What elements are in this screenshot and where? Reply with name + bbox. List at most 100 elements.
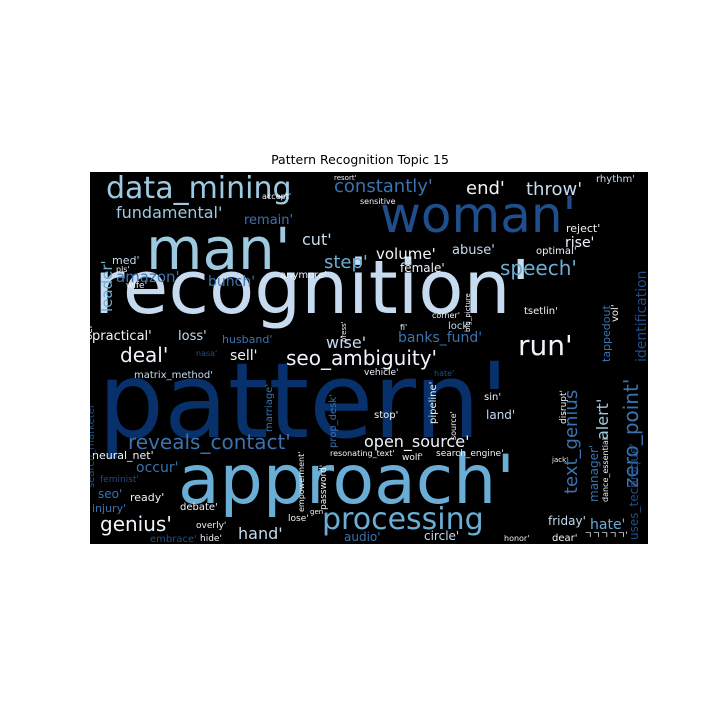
word-cloud-word: text_genius bbox=[561, 390, 582, 494]
word-cloud-word: search_marketer bbox=[90, 403, 97, 488]
word-cloud-word: man' bbox=[146, 215, 291, 283]
word-cloud-word: sin' bbox=[484, 392, 501, 403]
word-cloud-word: hand' bbox=[238, 524, 283, 543]
word-cloud-word: source' bbox=[449, 411, 458, 440]
word-cloud-word: loss' bbox=[178, 329, 207, 344]
word-cloud-word: disrupt' bbox=[559, 390, 569, 424]
word-cloud-canvas: pattern' recognition' approach' man' woman' d… bbox=[90, 172, 648, 544]
word-cloud-word: tappedout bbox=[600, 305, 613, 362]
word-cloud-word: reject' bbox=[566, 222, 600, 235]
word-cloud: pattern' recognition' approach' man' woman' d… bbox=[90, 172, 648, 544]
word-cloud-word: deal' bbox=[120, 343, 168, 367]
word-cloud-word: hate' bbox=[434, 369, 454, 378]
word-cloud-word: resonating_text' bbox=[330, 449, 395, 458]
word-cloud-word: big_picture bbox=[464, 293, 472, 332]
word-cloud-word: rhythm' bbox=[596, 174, 635, 185]
word-cloud-word: fi' bbox=[400, 323, 407, 332]
word-cloud-word: overly' bbox=[196, 521, 226, 531]
word-cloud-word: rise' bbox=[565, 235, 594, 251]
word-cloud-word: accept' bbox=[262, 192, 291, 201]
word-cloud-word: woman' bbox=[380, 186, 576, 244]
word-cloud-word: wise' bbox=[326, 333, 366, 352]
word-cloud-word: dance_essential bbox=[601, 438, 610, 502]
word-cloud-word: corner' bbox=[432, 311, 460, 320]
word-cloud-word: search_engine' bbox=[436, 449, 504, 459]
word-cloud-word: genius' bbox=[100, 512, 172, 536]
word-cloud-word: abuse' bbox=[452, 243, 495, 258]
word-cloud-word: end' bbox=[466, 178, 505, 199]
word-cloud-word: ready' bbox=[130, 491, 164, 504]
word-cloud-word: approach' bbox=[178, 441, 515, 520]
word-cloud-word: reveals_contact' bbox=[128, 430, 291, 454]
word-cloud-word: banks_fund' bbox=[398, 330, 482, 346]
word-cloud-word: embrace' bbox=[150, 534, 197, 544]
word-cloud-word: occur' bbox=[136, 460, 178, 476]
word-cloud-word: marriage' bbox=[264, 384, 275, 432]
word-cloud-word: female' bbox=[400, 261, 445, 275]
word-cloud-word: stop' bbox=[374, 410, 398, 421]
word-cloud-word: resort' bbox=[334, 174, 357, 182]
word-cloud-word: prop_desk' bbox=[328, 394, 339, 448]
word-cloud-word: vol' bbox=[610, 304, 621, 322]
word-cloud-word: ocr' bbox=[90, 322, 95, 340]
word-cloud-word: seo_ambiguity' bbox=[286, 346, 437, 370]
word-cloud-word: zero_point' bbox=[619, 379, 643, 488]
word-cloud-word: hate' bbox=[590, 517, 625, 533]
word-cloud-word: debate' bbox=[180, 502, 218, 513]
word-cloud-word: seo' bbox=[98, 487, 122, 501]
word-cloud-word: lose' bbox=[288, 514, 309, 524]
word-cloud-word: run' bbox=[518, 329, 573, 362]
word-cloud-word: matrix_method' bbox=[134, 370, 213, 381]
word-cloud-word: honor' bbox=[504, 534, 529, 543]
word-cloud-word: data_mining bbox=[106, 172, 292, 206]
word-cloud-word: practical' bbox=[92, 329, 152, 344]
word-cloud-word: cut' bbox=[302, 230, 332, 249]
word-cloud-word: lock' bbox=[448, 321, 471, 332]
word-cloud-word: anymore' bbox=[280, 270, 327, 281]
word-cloud-word: leader' bbox=[98, 260, 116, 312]
word-cloud-word: med' bbox=[112, 254, 140, 267]
word-cloud-word: circle' bbox=[424, 529, 459, 543]
word-cloud-word: uses_technique' bbox=[627, 443, 641, 540]
word-cloud-word: sensitive bbox=[360, 197, 396, 206]
word-cloud-word: ㄱㄱㄱㄱㄱ' bbox=[584, 531, 628, 541]
word-cloud-word: nasa' bbox=[196, 349, 217, 358]
figure-title: Pattern Recognition Topic 15 bbox=[271, 152, 449, 167]
word-cloud-word: pls' bbox=[116, 265, 130, 274]
word-cloud-word: feminist' bbox=[100, 475, 139, 485]
word-cloud-word: husband' bbox=[222, 333, 272, 346]
word-cloud-word: processing bbox=[322, 502, 484, 537]
word-cloud-word: tsetlin' bbox=[524, 306, 558, 317]
word-cloud-word: password' bbox=[319, 465, 329, 510]
word-cloud-word: press' bbox=[340, 321, 348, 342]
word-cloud-word: throw' bbox=[526, 179, 582, 200]
word-cloud-word: land' bbox=[486, 408, 515, 422]
word-cloud-word: open_source' bbox=[364, 432, 469, 452]
word-cloud-word: wolf' bbox=[402, 453, 423, 463]
word-cloud-word: injury' bbox=[92, 502, 126, 515]
word-cloud-word: pattern' bbox=[98, 340, 509, 462]
word-cloud-word: friday' bbox=[548, 514, 586, 528]
word-cloud-word: jack' bbox=[551, 456, 568, 464]
word-cloud-word: dear' bbox=[552, 533, 578, 544]
word-cloud-word: empowerment' bbox=[297, 452, 306, 512]
word-cloud-word: constantly' bbox=[334, 176, 433, 197]
word-cloud-word: wife' bbox=[126, 281, 147, 291]
word-cloud-word: hide' bbox=[200, 534, 222, 544]
word-cloud-word: manager' bbox=[587, 445, 601, 502]
word-cloud-word: audio' bbox=[344, 530, 381, 544]
word-cloud-word: identification bbox=[634, 270, 648, 362]
word-cloud-word: alert' bbox=[593, 399, 612, 440]
word-cloud-word: fundamental' bbox=[116, 203, 222, 222]
word-cloud-word: sell' bbox=[230, 348, 258, 364]
word-cloud-word: remain' bbox=[244, 213, 293, 228]
word-cloud-word: step' bbox=[324, 252, 368, 273]
word-cloud-word: pipeline' bbox=[428, 382, 439, 424]
word-cloud-word: amazon' bbox=[116, 268, 180, 286]
word-cloud-word: volume' bbox=[376, 245, 436, 263]
word-cloud-word: recognition' bbox=[94, 245, 531, 331]
word-cloud-word: bunch' bbox=[208, 274, 255, 290]
word-cloud-word: vehicle' bbox=[364, 368, 399, 378]
word-cloud-word: gen bbox=[310, 508, 323, 516]
word-cloud-word: speech' bbox=[500, 256, 577, 280]
